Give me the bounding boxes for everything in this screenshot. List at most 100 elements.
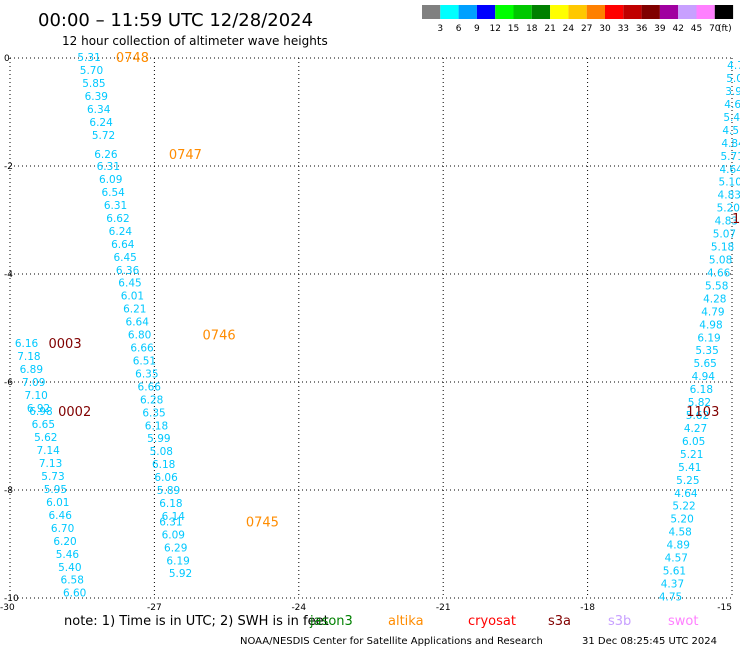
pass-label: 0748 — [116, 51, 149, 66]
satellite-name: cryosat — [468, 614, 516, 629]
wave-height-label: 5.71 — [720, 151, 740, 163]
wave-height-label: 6.19 — [166, 555, 189, 567]
wave-height-label: 5.08 — [150, 446, 173, 458]
wave-height-label: 5.49 — [723, 112, 740, 124]
satellite-name: s3a — [548, 614, 571, 629]
wave-height-label: 6.28 — [140, 394, 163, 406]
wave-height-label: 6.98 — [29, 406, 52, 418]
wave-height-label: 4.7 — [727, 60, 740, 72]
chart-title: 00:00 – 11:59 UTC 12/28/2024 — [38, 10, 313, 31]
wave-height-label: 5.41 — [678, 462, 701, 474]
wave-height-label: 6.18 — [690, 384, 713, 396]
legend-value: 42 — [672, 24, 683, 34]
wave-height-label: 7.14 — [36, 445, 60, 457]
footnote: note: 1) Time is in UTC; 2) SWH is in fe… — [64, 614, 329, 629]
legend-value: 70 — [709, 24, 721, 34]
wave-height-label: 6.20 — [53, 536, 76, 548]
wave-height-label: 4.79 — [701, 306, 724, 318]
legend-swatch — [605, 5, 624, 19]
wave-height-label: 5.62 — [686, 410, 709, 422]
legend-value: 36 — [636, 24, 648, 34]
legend-swatch — [641, 5, 660, 19]
wave-height-label: 6.58 — [61, 575, 84, 587]
wave-height-label: 6.01 — [121, 291, 144, 303]
y-tick-label: -6 — [4, 378, 13, 388]
x-axis-ticks: -30 -27 -24 -21 -18 -15 — [0, 603, 732, 613]
legend-value: 24 — [563, 24, 575, 34]
wave-height-label: 6.35 — [135, 368, 158, 380]
wave-height-label: 7.09 — [22, 377, 45, 389]
color-legend: 3 6 9 12 15 18 21 24 27 30 33 36 39 42 45 70(ft) — [422, 5, 734, 34]
legend-swatch — [531, 5, 551, 19]
legend-swatch — [586, 5, 605, 19]
satellite-name: swot — [668, 614, 698, 629]
wave-height-label: 6.19 — [697, 332, 720, 344]
satellite-name: altika — [388, 614, 424, 629]
wave-height-label: 6.70 — [51, 523, 74, 535]
wave-height-label: 4.58 — [668, 527, 691, 539]
wave-height-label: 5.70 — [80, 65, 103, 77]
pass-label: 0003 — [49, 337, 82, 352]
legend-swatch — [513, 5, 532, 19]
wave-height-label: 6.01 — [46, 497, 69, 509]
wave-height-label: 5.07 — [713, 229, 736, 241]
wave-height-label: 5.99 — [147, 433, 170, 445]
legend-value: 45 — [691, 24, 702, 34]
wave-height-label: 5.40 — [58, 562, 81, 574]
wave-height-label: 6.24 — [89, 117, 113, 129]
wave-height-label: 5.21 — [680, 449, 703, 461]
legend-swatch — [495, 5, 514, 19]
wave-height-label: 5.20 — [670, 514, 693, 526]
wave-height-label: 4.64 — [719, 164, 740, 176]
wave-height-label: 5.46 — [56, 549, 80, 561]
legend-swatch — [550, 5, 569, 19]
wave-height-label: 6.89 — [20, 364, 43, 376]
wave-height-label: 6.31 — [159, 516, 182, 528]
x-tick-label: -15 — [717, 603, 732, 613]
legend-value: 15 — [508, 24, 519, 34]
y-tick-label: -10 — [4, 594, 19, 604]
wave-height-label: 4.98 — [699, 319, 722, 331]
credit-text: NOAA/NESDIS Center for Satellite Applica… — [240, 636, 543, 647]
wave-height-label: 6.06 — [154, 472, 178, 484]
y-axis-ticks: 0 -2 -4 -6 -8 -10 — [4, 54, 19, 604]
wave-height-label: 6.26 — [94, 149, 118, 161]
wave-height-label: 6.65 — [32, 419, 55, 431]
satellite-legend: jason3 altika cryosat s3a s3b swot — [309, 614, 698, 629]
wave-height-label: 6.45 — [118, 278, 141, 290]
wave-height-label: 4.84 — [721, 138, 740, 150]
wave-height-label: 4.75 — [659, 591, 682, 603]
wave-height-label: 6.16 — [15, 338, 39, 350]
legend-value: 39 — [654, 24, 666, 34]
x-tick-label: -27 — [147, 603, 162, 613]
x-tick-label: -21 — [436, 603, 451, 613]
wave-height-label: 6.24 — [109, 226, 133, 238]
pass-label: 0746 — [203, 329, 236, 344]
wave-height-label: 5.20 — [717, 203, 740, 215]
pass-label: 11 — [732, 212, 740, 227]
x-tick-label: -24 — [291, 603, 306, 613]
legend-value: 21 — [544, 24, 555, 34]
wave-height-label: 4.28 — [703, 293, 726, 305]
legend-swatch — [476, 5, 496, 19]
wave-height-label: 6.60 — [63, 588, 86, 600]
legend-value: 6 — [456, 24, 462, 34]
wave-height-label: 6.80 — [128, 330, 151, 342]
satellite-name: s3b — [608, 614, 631, 629]
wave-height-label: 6.64 — [111, 239, 135, 251]
wave-height-label: 5.18 — [711, 242, 734, 254]
legend-swatch — [568, 5, 587, 19]
wave-height-label: 6.34 — [87, 104, 111, 116]
legend-swatch — [458, 5, 477, 19]
wave-height-label: 6.29 — [164, 542, 187, 554]
wave-height-label: 5.95 — [44, 484, 67, 496]
wave-height-label: 6.18 — [152, 459, 175, 471]
wave-height-label: 5.62 — [34, 432, 57, 444]
wave-height-label: 5.31 — [77, 52, 100, 64]
legend-value: 33 — [618, 24, 629, 34]
y-tick-label: -8 — [4, 486, 13, 496]
wave-height-label: 6.35 — [142, 407, 165, 419]
wave-height-label: 4.83 — [718, 190, 740, 202]
wave-height-label: 4.94 — [692, 371, 716, 383]
